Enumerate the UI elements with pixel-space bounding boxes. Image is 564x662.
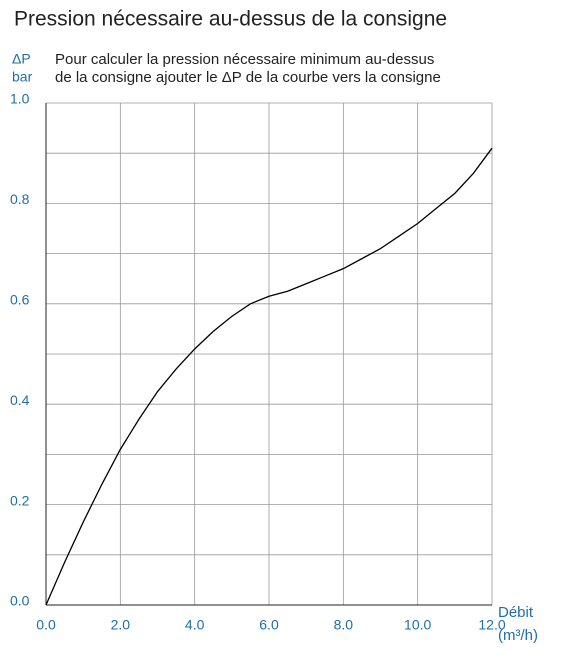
x-tick-label: 2.0 xyxy=(111,617,131,633)
x-axis-label: Débit xyxy=(498,604,534,621)
y-tick-label: 0.2 xyxy=(10,492,30,508)
y-tick-label: 0.4 xyxy=(10,392,30,408)
y-tick-label: 0.0 xyxy=(10,593,30,609)
y-axis-label: bar xyxy=(12,69,33,85)
x-axis-label: (m³/h) xyxy=(498,627,538,644)
x-tick-label: 4.0 xyxy=(185,617,205,633)
y-tick-label: 0.6 xyxy=(10,292,30,308)
chart-title: Pression nécessaire au-dessus de la cons… xyxy=(14,8,447,31)
line-series xyxy=(45,147,493,606)
x-tick-label: 0.0 xyxy=(36,617,56,633)
y-axis-label: ΔP xyxy=(12,51,31,67)
annotation: de la consigne ajouter le ΔP de la courb… xyxy=(55,69,441,86)
annotation: Pour calculer la pression nécessaire min… xyxy=(55,51,434,68)
x-tick-label: 8.0 xyxy=(334,617,354,633)
x-tick-label: 12.0 xyxy=(478,617,505,633)
x-tick-label: 6.0 xyxy=(259,617,279,633)
y-tick-label: 1.0 xyxy=(10,91,30,107)
y-tick-label: 0.8 xyxy=(10,191,30,207)
x-tick-label: 10.0 xyxy=(404,617,431,633)
